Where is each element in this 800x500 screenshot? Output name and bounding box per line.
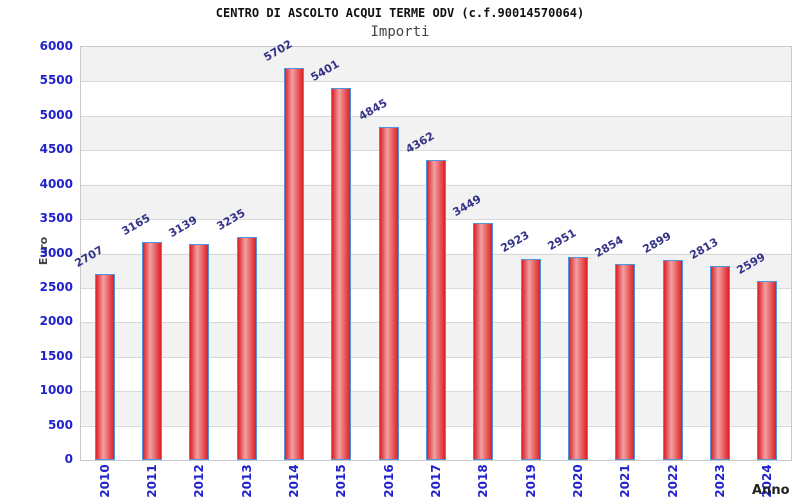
bar-value-label: 2854 [592, 233, 626, 260]
bar-value-label: 3165 [119, 211, 153, 238]
bar-value-label: 4845 [356, 96, 390, 123]
bar-2015 [331, 88, 351, 460]
bar-value-label: 2707 [72, 243, 106, 270]
bar-2023 [710, 266, 730, 460]
y-tick-label: 2500 [39, 280, 73, 294]
chart-subtitle: Importi [370, 24, 430, 40]
y-tick-label: 4500 [39, 142, 73, 156]
y-tick-label: 5000 [39, 108, 73, 122]
bar-value-label: 3449 [450, 192, 484, 219]
y-tick-label: 1000 [39, 383, 73, 397]
bar-2012 [189, 244, 209, 460]
bar-2020 [568, 257, 588, 460]
y-tick-label: 500 [47, 418, 73, 432]
y-tick-label: 5500 [39, 73, 73, 87]
x-tick-label: 2016 [382, 464, 396, 498]
gridline [81, 81, 791, 82]
bar-2017 [426, 160, 446, 460]
x-tick-label: 2012 [192, 464, 206, 498]
bar-value-label: 4362 [403, 129, 437, 156]
bar-value-label: 5401 [308, 57, 342, 84]
x-tick-label: 2019 [524, 464, 538, 498]
x-tick-label: 2020 [571, 464, 585, 498]
plot-area: 2707 3165 3139 3235 5702 5401 4845 4362 3449 2923… [73, 37, 792, 461]
y-tick-label: 1500 [39, 349, 73, 363]
chart-title: CENTRO DI ASCOLTO ACQUI TERME ODV (c.f.9… [215, 6, 585, 20]
bar-value-label: 3235 [214, 206, 248, 233]
x-axis-title: Anno [752, 483, 790, 498]
bar-2018 [473, 223, 493, 460]
y-tick-label: 3500 [39, 211, 73, 225]
y-tick-label: 6000 [39, 39, 73, 53]
x-tick-label: 2018 [476, 464, 490, 498]
x-tick-label: 2022 [666, 464, 680, 498]
bar-2022 [663, 260, 683, 460]
bar-value-label: 5702 [261, 37, 295, 64]
x-tick-label: 2021 [618, 464, 632, 498]
gridline [81, 116, 791, 117]
x-tick-label: 2015 [334, 464, 348, 498]
bar-2016 [379, 127, 399, 460]
bar-value-label: 3139 [166, 213, 200, 240]
x-tick-label: 2011 [145, 464, 159, 498]
bar-2024 [757, 281, 777, 460]
y-tick-label: 2000 [39, 314, 73, 328]
bar-2019 [521, 259, 541, 460]
bar-2021 [615, 264, 635, 460]
bar-value-label: 2899 [640, 229, 674, 256]
x-tick-label: 2013 [240, 464, 254, 498]
bar-2013 [237, 237, 257, 460]
gridline [81, 150, 791, 151]
bar-2014 [284, 68, 304, 460]
x-tick-label: 2023 [713, 464, 727, 498]
y-tick-label: 4000 [39, 177, 73, 191]
x-tick-label: 2014 [287, 464, 301, 498]
bar-value-label: 2923 [498, 228, 532, 255]
bar-2011 [142, 242, 162, 460]
x-tick-label: 2017 [429, 464, 443, 498]
x-tick-label: 2010 [98, 464, 112, 498]
bar-2010 [95, 274, 115, 460]
bar-value-label: 2813 [687, 235, 721, 262]
bar-value-label: 2951 [545, 226, 579, 253]
y-tick-label: 0 [64, 452, 73, 466]
y-tick-label: 3000 [39, 246, 73, 260]
